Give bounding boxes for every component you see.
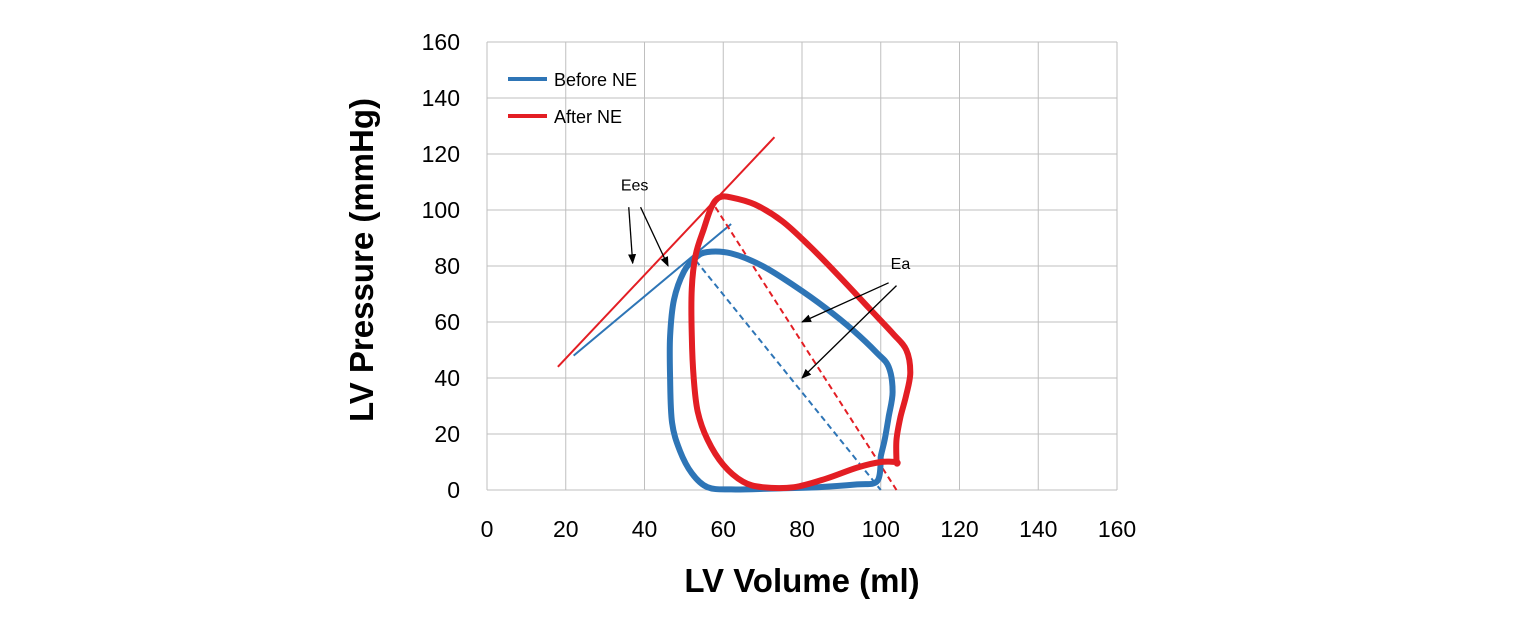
- annotation-arrow-ea-0: [801, 282, 889, 323]
- x-tick-label-20: 20: [553, 516, 579, 542]
- y-tick-label-160: 160: [422, 29, 460, 55]
- reference-line-solid-1: [572, 223, 732, 357]
- annotations: Ees Ea: [621, 177, 911, 379]
- legend-label-before-ne: Before NE: [554, 70, 637, 90]
- x-tick-label-0: 0: [481, 516, 494, 542]
- reference-line-dashed-3: [694, 259, 882, 491]
- x-tick-label-140: 140: [1019, 516, 1057, 542]
- reference-lines: [557, 136, 898, 491]
- y-tick-label-40: 40: [434, 365, 460, 391]
- tick-labels: 0 20 40 60 80 100 120 140 160 0 20 40 60 80 100 120 140 1…: [422, 29, 1137, 542]
- x-tick-label-120: 120: [940, 516, 978, 542]
- x-tick-label-80: 80: [789, 516, 815, 542]
- x-tick-label-40: 40: [632, 516, 658, 542]
- annotation-arrow-ees-1: [639, 206, 669, 267]
- annotation-ea: Ea: [891, 256, 911, 273]
- legend-label-after-ne: After NE: [554, 107, 622, 127]
- x-tick-label-160: 160: [1098, 516, 1136, 542]
- x-axis-title: LV Volume (ml): [684, 562, 919, 599]
- series-loop-after-ne: [688, 193, 914, 492]
- annotation-ees: Ees: [621, 177, 649, 194]
- x-tick-label-60: 60: [710, 516, 736, 542]
- reference-line-dashed-2: [714, 206, 898, 491]
- reference-line-solid-0: [557, 136, 776, 368]
- series-loop-before-ne: [666, 248, 896, 493]
- y-tick-label-80: 80: [434, 253, 460, 279]
- y-tick-label-140: 140: [422, 85, 460, 111]
- x-tick-label-100: 100: [862, 516, 900, 542]
- y-tick-label-0: 0: [447, 477, 460, 503]
- y-axis-title: LV Pressure (mmHg): [343, 98, 380, 422]
- y-tick-label-60: 60: [434, 309, 460, 335]
- y-tick-label-20: 20: [434, 421, 460, 447]
- legend: Before NE After NE: [508, 70, 637, 127]
- annotation-arrow-ees-0: [628, 207, 637, 265]
- y-tick-label-100: 100: [422, 197, 460, 223]
- y-tick-label-120: 120: [422, 141, 460, 167]
- annotation-arrow-ea-1: [801, 285, 897, 379]
- series-loops: [666, 193, 914, 493]
